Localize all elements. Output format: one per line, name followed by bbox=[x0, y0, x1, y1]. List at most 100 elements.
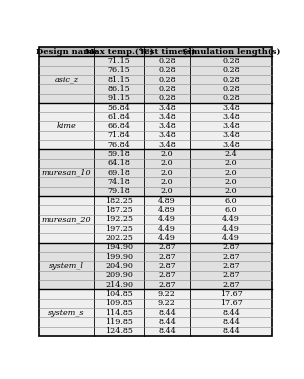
Text: 194.90: 194.90 bbox=[105, 243, 133, 251]
Text: 3.48: 3.48 bbox=[222, 103, 240, 111]
Bar bbox=[190, 233, 272, 243]
Text: 3.48: 3.48 bbox=[222, 122, 240, 130]
Bar bbox=[144, 177, 190, 187]
Bar bbox=[94, 159, 144, 168]
Text: 2.0: 2.0 bbox=[161, 178, 173, 186]
Bar bbox=[39, 299, 94, 308]
Bar bbox=[190, 215, 272, 224]
Bar bbox=[190, 149, 272, 159]
Bar bbox=[144, 94, 190, 103]
Bar bbox=[190, 56, 272, 66]
Text: 9.22: 9.22 bbox=[158, 299, 176, 307]
Bar bbox=[144, 140, 190, 149]
Text: system_s: system_s bbox=[48, 309, 85, 316]
Bar bbox=[94, 327, 144, 336]
Bar bbox=[190, 94, 272, 103]
Bar bbox=[39, 131, 94, 140]
Bar bbox=[144, 215, 190, 224]
Bar bbox=[94, 56, 144, 66]
Text: 2.0: 2.0 bbox=[161, 150, 173, 158]
Text: 104.85: 104.85 bbox=[105, 290, 133, 298]
Text: 6.0: 6.0 bbox=[225, 206, 237, 214]
Bar bbox=[39, 94, 94, 103]
Bar bbox=[39, 168, 94, 177]
Bar bbox=[190, 140, 272, 149]
Text: 2.0: 2.0 bbox=[161, 187, 173, 196]
Bar bbox=[190, 196, 272, 205]
Bar bbox=[144, 205, 190, 215]
Text: 202.25: 202.25 bbox=[105, 234, 133, 242]
Bar bbox=[144, 299, 190, 308]
Text: 3.48: 3.48 bbox=[158, 113, 176, 121]
Bar bbox=[190, 187, 272, 196]
Bar bbox=[39, 159, 94, 168]
Bar bbox=[94, 233, 144, 243]
Text: 109.85: 109.85 bbox=[105, 299, 133, 307]
Text: 2.87: 2.87 bbox=[222, 253, 240, 261]
Bar bbox=[144, 224, 190, 233]
Bar bbox=[39, 233, 94, 243]
Text: 2.0: 2.0 bbox=[225, 160, 237, 168]
Text: 8.44: 8.44 bbox=[158, 318, 176, 326]
Bar bbox=[39, 140, 94, 149]
Text: Simulation length(s): Simulation length(s) bbox=[182, 48, 280, 56]
Bar bbox=[144, 159, 190, 168]
Bar bbox=[94, 103, 144, 112]
Bar bbox=[94, 215, 144, 224]
Bar bbox=[144, 317, 190, 327]
Text: 187.25: 187.25 bbox=[105, 206, 133, 214]
Bar bbox=[39, 252, 94, 261]
Bar bbox=[39, 205, 94, 215]
Text: 76.84: 76.84 bbox=[108, 141, 130, 149]
Bar bbox=[39, 280, 94, 289]
Text: 199.90: 199.90 bbox=[105, 253, 133, 261]
Text: 2.87: 2.87 bbox=[158, 243, 176, 251]
Text: 17.67: 17.67 bbox=[220, 299, 242, 307]
Bar bbox=[144, 261, 190, 271]
Bar bbox=[39, 327, 94, 336]
Bar bbox=[94, 243, 144, 252]
Text: 119.85: 119.85 bbox=[105, 318, 133, 326]
Text: 197.25: 197.25 bbox=[105, 225, 133, 233]
Bar bbox=[39, 103, 94, 112]
Bar bbox=[39, 224, 94, 233]
Bar bbox=[144, 131, 190, 140]
Bar bbox=[94, 122, 144, 131]
Text: 2.87: 2.87 bbox=[158, 262, 176, 270]
Text: 9.22: 9.22 bbox=[158, 290, 176, 298]
Text: 61.84: 61.84 bbox=[108, 113, 130, 121]
Text: 2.87: 2.87 bbox=[158, 280, 176, 288]
Bar bbox=[144, 289, 190, 299]
Bar bbox=[144, 233, 190, 243]
Bar bbox=[190, 112, 272, 122]
Text: 4.49: 4.49 bbox=[158, 225, 176, 233]
Bar bbox=[94, 299, 144, 308]
Bar bbox=[190, 75, 272, 84]
Text: 2.87: 2.87 bbox=[158, 253, 176, 261]
Bar bbox=[190, 327, 272, 336]
Text: system_l: system_l bbox=[49, 262, 84, 270]
Text: 2.87: 2.87 bbox=[158, 271, 176, 279]
Bar bbox=[144, 196, 190, 205]
Text: 8.44: 8.44 bbox=[222, 327, 240, 335]
Text: 2.87: 2.87 bbox=[222, 271, 240, 279]
Bar bbox=[190, 205, 272, 215]
Bar bbox=[39, 196, 94, 205]
Text: 2.0: 2.0 bbox=[225, 169, 237, 177]
Bar bbox=[144, 112, 190, 122]
Text: 64.18: 64.18 bbox=[108, 160, 130, 168]
Bar bbox=[144, 84, 190, 94]
Text: 69.18: 69.18 bbox=[108, 169, 130, 177]
Bar bbox=[39, 149, 94, 159]
Text: 182.25: 182.25 bbox=[105, 197, 133, 205]
Bar bbox=[144, 327, 190, 336]
Bar bbox=[94, 289, 144, 299]
Text: 86.15: 86.15 bbox=[108, 85, 130, 93]
Bar bbox=[190, 280, 272, 289]
Text: 6.0: 6.0 bbox=[225, 197, 237, 205]
Bar bbox=[39, 243, 94, 252]
Bar bbox=[39, 47, 94, 56]
Bar bbox=[144, 308, 190, 317]
Text: 124.85: 124.85 bbox=[105, 327, 133, 335]
Bar bbox=[94, 168, 144, 177]
